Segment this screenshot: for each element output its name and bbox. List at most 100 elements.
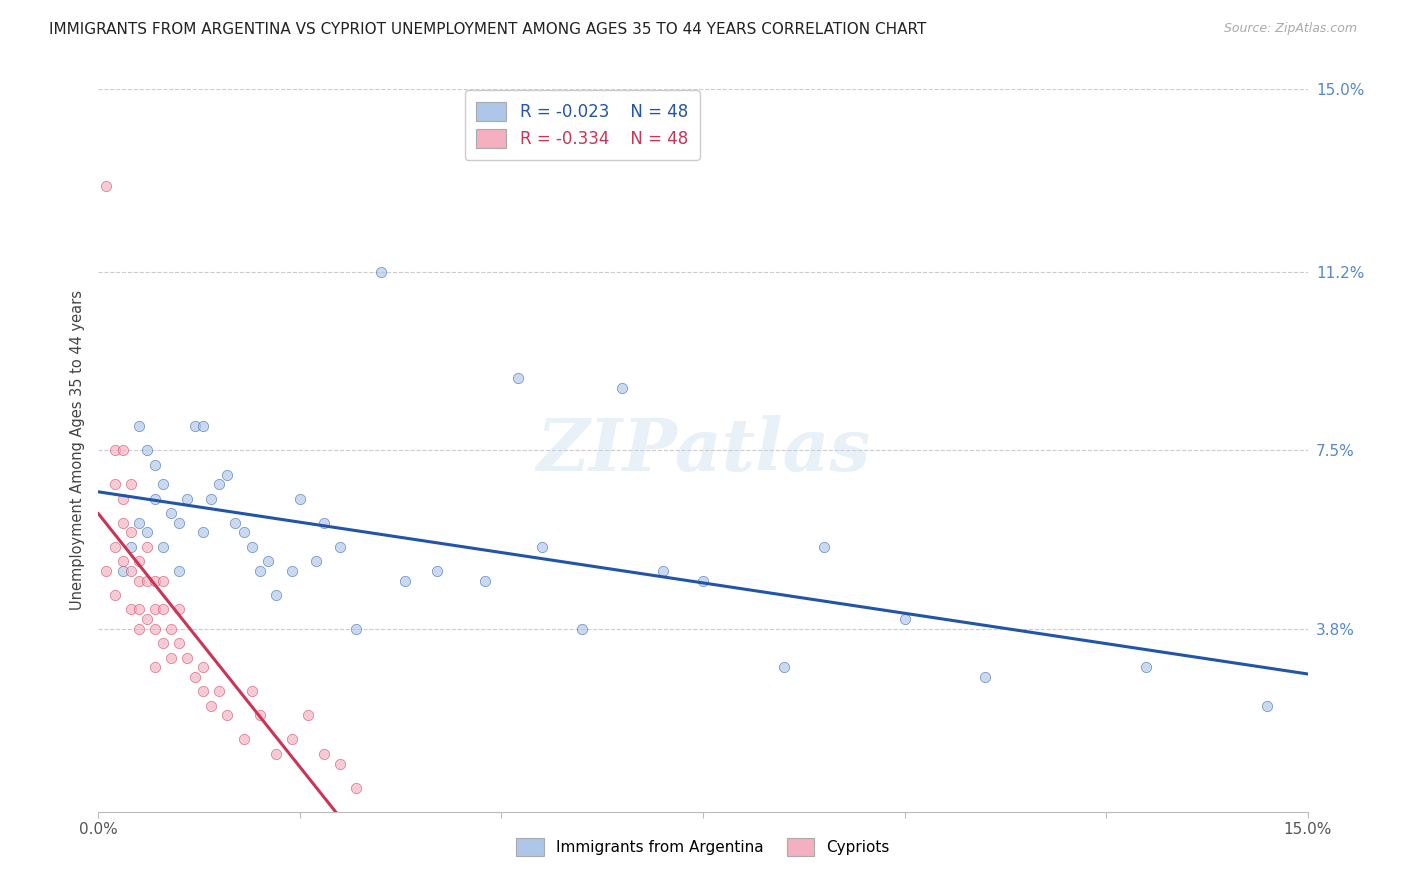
Point: [208, 684, 231, 698]
Point: [612, 381, 634, 395]
Point: [128, 602, 150, 616]
Point: [103, 477, 125, 491]
Point: [167, 636, 190, 650]
Point: [143, 622, 166, 636]
Point: [314, 747, 336, 761]
Point: [128, 554, 150, 568]
Point: [193, 684, 215, 698]
Legend: Immigrants from Argentina, Cypriots: Immigrants from Argentina, Cypriots: [510, 832, 896, 862]
Point: [264, 747, 287, 761]
Point: [120, 525, 142, 540]
Point: [184, 670, 207, 684]
Point: [135, 525, 157, 540]
Point: [167, 516, 190, 530]
Point: [281, 732, 304, 747]
Point: [281, 564, 304, 578]
Point: [394, 574, 416, 588]
Point: [305, 554, 328, 568]
Point: [314, 516, 336, 530]
Point: [200, 698, 222, 713]
Point: [256, 554, 278, 568]
Point: [232, 732, 254, 747]
Point: [772, 660, 794, 674]
Point: [184, 419, 207, 434]
Point: [217, 467, 239, 482]
Point: [224, 516, 246, 530]
Text: Source: ZipAtlas.com: Source: ZipAtlas.com: [1223, 22, 1357, 36]
Point: [111, 491, 134, 506]
Point: [143, 602, 166, 616]
Point: [143, 491, 166, 506]
Text: IMMIGRANTS FROM ARGENTINA VS CYPRIOT UNEMPLOYMENT AMONG AGES 35 TO 44 YEARS CORR: IMMIGRANTS FROM ARGENTINA VS CYPRIOT UNE…: [49, 22, 927, 37]
Point: [571, 622, 593, 636]
Point: [135, 574, 157, 588]
Point: [474, 574, 496, 588]
Point: [120, 540, 142, 554]
Point: [200, 491, 222, 506]
Point: [167, 602, 190, 616]
Point: [176, 650, 198, 665]
Text: ZIPatlas: ZIPatlas: [536, 415, 870, 486]
Point: [120, 477, 142, 491]
Point: [426, 564, 449, 578]
Point: [96, 564, 118, 578]
Point: [329, 756, 352, 771]
Point: [240, 684, 263, 698]
Point: [111, 443, 134, 458]
Point: [288, 491, 311, 506]
Point: [128, 516, 150, 530]
Point: [232, 525, 254, 540]
Point: [530, 540, 553, 554]
Point: [143, 574, 166, 588]
Point: [103, 588, 125, 602]
Point: [193, 525, 215, 540]
Point: [120, 602, 142, 616]
Point: [128, 419, 150, 434]
Point: [152, 636, 174, 650]
Point: [160, 650, 183, 665]
Point: [111, 554, 134, 568]
Point: [1135, 660, 1157, 674]
Point: [135, 612, 157, 626]
Point: [111, 564, 134, 578]
Point: [103, 443, 125, 458]
Point: [152, 477, 174, 491]
Point: [167, 564, 190, 578]
Point: [344, 780, 367, 795]
Point: [249, 564, 271, 578]
Point: [249, 708, 271, 723]
Point: [240, 540, 263, 554]
Point: [370, 265, 392, 279]
Point: [128, 574, 150, 588]
Point: [208, 477, 231, 491]
Point: [176, 491, 198, 506]
Point: [1256, 698, 1278, 713]
Y-axis label: Unemployment Among Ages 35 to 44 years: Unemployment Among Ages 35 to 44 years: [69, 291, 84, 610]
Point: [651, 564, 673, 578]
Point: [96, 178, 118, 193]
Point: [152, 602, 174, 616]
Point: [217, 708, 239, 723]
Point: [160, 506, 183, 520]
Point: [329, 540, 352, 554]
Point: [128, 622, 150, 636]
Point: [135, 443, 157, 458]
Point: [120, 564, 142, 578]
Point: [193, 419, 215, 434]
Point: [974, 670, 997, 684]
Point: [193, 660, 215, 674]
Point: [160, 622, 183, 636]
Point: [103, 540, 125, 554]
Point: [264, 588, 287, 602]
Point: [893, 612, 915, 626]
Point: [297, 708, 319, 723]
Point: [152, 540, 174, 554]
Point: [813, 540, 835, 554]
Point: [143, 660, 166, 674]
Point: [143, 458, 166, 472]
Point: [344, 622, 367, 636]
Point: [506, 371, 529, 385]
Point: [135, 540, 157, 554]
Point: [111, 516, 134, 530]
Point: [152, 574, 174, 588]
